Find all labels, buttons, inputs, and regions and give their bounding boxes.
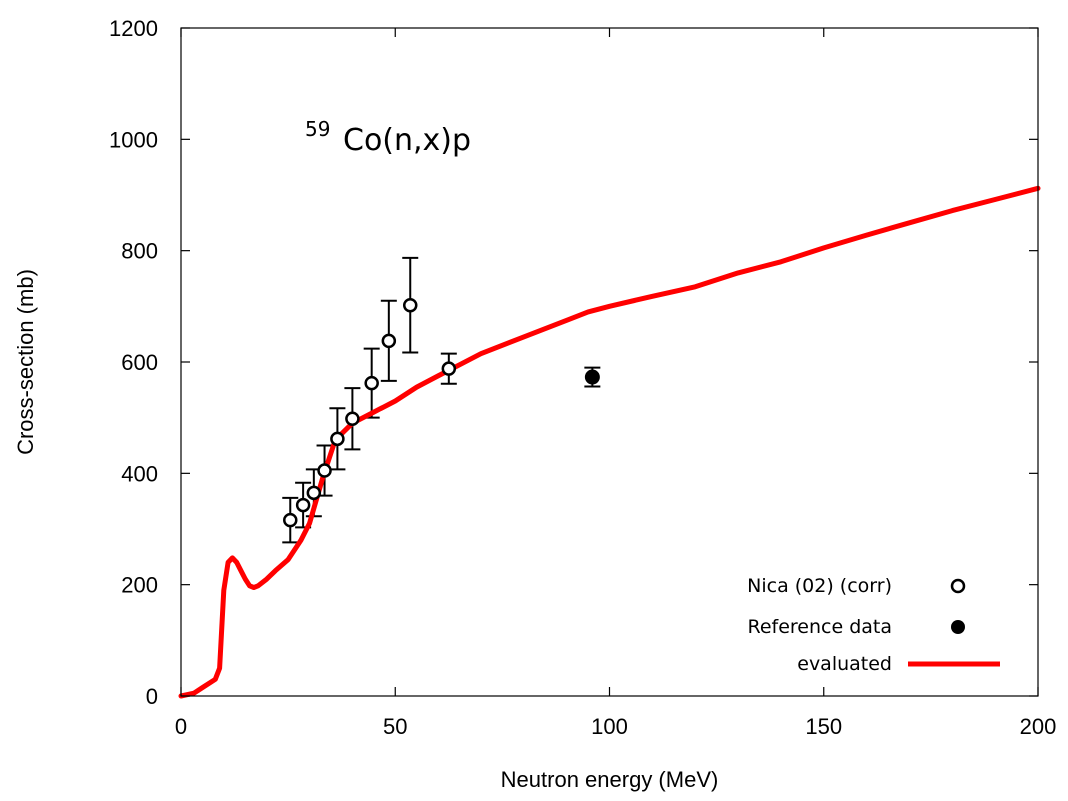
legend-marker-open-circle — [950, 578, 966, 594]
nica-data-point — [345, 411, 360, 427]
tick-labels: 0 50 100 150 200 0 200 400 600 800 1000 1200 — [109, 16, 1056, 739]
nica-data-point — [402, 297, 418, 313]
y-tick-label: 1000 — [109, 127, 158, 152]
y-tick-label: 400 — [121, 461, 158, 486]
error-bars — [282, 256, 601, 544]
nica-data-point — [364, 375, 379, 391]
y-tick-label: 0 — [146, 684, 158, 709]
x-tick-label: 50 — [383, 714, 407, 739]
y-tick-label: 600 — [121, 350, 158, 375]
evaluated-curve — [178, 185, 1041, 699]
x-tick-label: 100 — [591, 714, 628, 739]
evaluated-curve-group — [178, 185, 1041, 699]
legend-marker-filled-circle — [951, 620, 965, 634]
y-tick-label: 800 — [121, 239, 158, 264]
reaction-mass-number: 59 — [305, 117, 330, 141]
y-axis-title: Cross-section (mb) — [13, 269, 38, 455]
legend-label-nica: Nica (02) (corr) — [747, 575, 892, 597]
reference-data-point — [584, 369, 600, 385]
axis-ticks — [180, 27, 1039, 697]
nica-data-point — [317, 463, 332, 478]
nica-data-point — [441, 361, 457, 376]
x-tick-label: 150 — [805, 714, 842, 739]
legend: Nica (02) (corr) Reference data evaluate… — [747, 575, 1000, 675]
reaction-annotation: 59 Co(n,x)p — [305, 117, 471, 158]
nica-data-point — [381, 333, 397, 349]
y-tick-label: 200 — [121, 573, 158, 598]
y-tick-label: 1200 — [109, 16, 158, 41]
x-tick-label: 200 — [1020, 714, 1057, 739]
data-points — [283, 297, 600, 528]
reaction-text: Co(n,x)p — [343, 123, 471, 158]
nica-data-point — [283, 512, 298, 528]
nica-data-point — [295, 497, 311, 513]
nica-data-point — [306, 485, 322, 501]
x-tick-label: 0 — [175, 714, 187, 739]
nica-data-point — [330, 431, 345, 447]
legend-label-evaluated: evaluated — [797, 653, 892, 675]
x-axis-title: Neutron energy (MeV) — [501, 767, 719, 792]
legend-label-reference: Reference data — [747, 616, 892, 638]
